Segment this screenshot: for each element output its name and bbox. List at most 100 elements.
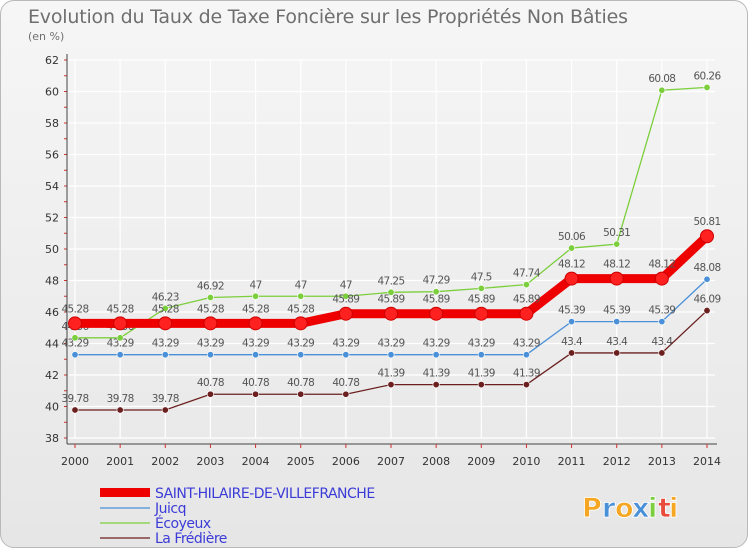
data-point bbox=[384, 306, 398, 321]
data-point bbox=[206, 351, 214, 359]
data-point bbox=[252, 292, 260, 300]
data-point bbox=[432, 381, 440, 389]
data-point bbox=[658, 86, 666, 94]
y-tick-label: 44 bbox=[45, 338, 59, 351]
data-point bbox=[477, 351, 485, 359]
data-point bbox=[342, 390, 350, 398]
data-label: 45.28 bbox=[61, 303, 88, 315]
data-label: 39.78 bbox=[61, 393, 88, 405]
data-point bbox=[206, 294, 214, 302]
y-tick-label: 42 bbox=[45, 369, 59, 382]
data-label: 43.29 bbox=[107, 338, 134, 350]
data-label: 40.78 bbox=[197, 377, 224, 389]
x-tick-label: 2014 bbox=[693, 455, 721, 468]
data-point bbox=[297, 390, 305, 398]
data-label: 45.28 bbox=[242, 303, 269, 315]
x-tick-label: 2006 bbox=[332, 455, 360, 468]
data-point bbox=[429, 306, 444, 321]
data-label: 60.08 bbox=[648, 73, 675, 85]
data-point bbox=[387, 351, 395, 359]
x-tick-label: 2001 bbox=[106, 455, 134, 468]
series--coyeux: 44.3644.3646.2346.9247474747.2547.2947.5… bbox=[61, 70, 722, 342]
x-tick-label: 2009 bbox=[467, 455, 495, 468]
data-label: 45.89 bbox=[468, 294, 495, 306]
logo-letter: r bbox=[602, 493, 616, 524]
data-point bbox=[609, 271, 624, 286]
x-tick-label: 2010 bbox=[512, 455, 540, 468]
data-point bbox=[432, 351, 440, 359]
data-point bbox=[297, 292, 305, 300]
data-point bbox=[703, 275, 711, 283]
data-label: 47.25 bbox=[377, 275, 404, 287]
x-tick-label: 2003 bbox=[196, 455, 224, 468]
data-label: 45.28 bbox=[152, 303, 179, 315]
data-label: 41.39 bbox=[377, 368, 404, 380]
legend: SAINT-HILAIRE-DE-VILLEFRANCHEJuicqÉcoyeu… bbox=[100, 486, 375, 547]
data-point bbox=[522, 281, 530, 289]
plot-area: 38 40 42 44 46 48 50 52 54 56 58 60 62 2000 2001 2002 20… bbox=[45, 54, 722, 468]
legend-label: La Frédière bbox=[155, 531, 227, 547]
data-point bbox=[68, 316, 82, 331]
legend-label: Juicq bbox=[154, 501, 186, 517]
logo-letter: P bbox=[582, 493, 602, 524]
data-point bbox=[568, 349, 576, 357]
data-label: 46.23 bbox=[152, 291, 179, 303]
data-label: 45.89 bbox=[423, 294, 450, 306]
data-label: 47.5 bbox=[471, 271, 492, 283]
logo-letter: x bbox=[632, 493, 649, 524]
data-label: 48.08 bbox=[693, 262, 720, 274]
logo-letter: o bbox=[615, 493, 634, 524]
data-point bbox=[71, 351, 79, 359]
data-label: 40.78 bbox=[332, 377, 359, 389]
data-point bbox=[700, 229, 714, 244]
data-point bbox=[568, 318, 576, 326]
y-tick-label: 60 bbox=[45, 86, 59, 99]
data-label: 48.12 bbox=[648, 259, 675, 271]
legend-label: Écoyeux bbox=[155, 515, 211, 532]
chart-title: Evolution du Taux de Taxe Foncière sur l… bbox=[28, 6, 628, 28]
data-point bbox=[477, 284, 485, 292]
data-point bbox=[116, 406, 124, 414]
data-label: 45.39 bbox=[558, 305, 585, 317]
data-label: 43.4 bbox=[606, 336, 628, 348]
data-point bbox=[703, 307, 711, 315]
data-point bbox=[206, 390, 214, 398]
data-label: 43.29 bbox=[468, 338, 495, 350]
data-label: 43.29 bbox=[242, 338, 269, 350]
data-point bbox=[519, 306, 534, 321]
data-label: 41.39 bbox=[423, 368, 450, 380]
data-label: 43.29 bbox=[513, 338, 540, 350]
data-label: 48.12 bbox=[603, 259, 630, 271]
data-label: 45.39 bbox=[603, 305, 630, 317]
data-label: 40.78 bbox=[287, 377, 314, 389]
legend-label: SAINT-HILAIRE-DE-VILLEFRANCHE bbox=[155, 486, 375, 502]
data-point bbox=[474, 306, 489, 321]
data-point bbox=[613, 240, 621, 248]
data-label: 43.29 bbox=[287, 338, 314, 350]
data-point bbox=[252, 390, 260, 398]
logo-letter: t bbox=[658, 493, 671, 524]
data-point bbox=[116, 334, 124, 342]
x-tick-label: 2013 bbox=[648, 455, 676, 468]
data-point bbox=[116, 351, 124, 359]
data-point bbox=[203, 316, 218, 331]
data-point bbox=[161, 406, 169, 414]
data-point bbox=[293, 316, 308, 331]
data-point bbox=[477, 381, 485, 389]
data-point bbox=[658, 349, 666, 357]
data-label: 43.29 bbox=[152, 338, 179, 350]
y-tick-label: 52 bbox=[45, 212, 59, 225]
data-label: 43.29 bbox=[423, 338, 450, 350]
data-label: 39.78 bbox=[107, 393, 134, 405]
data-point bbox=[297, 351, 305, 359]
y-tick-label: 40 bbox=[45, 401, 59, 414]
data-label: 41.39 bbox=[468, 368, 495, 380]
data-label: 45.89 bbox=[377, 294, 404, 306]
series-la-fr-di-re: 39.78 39.78 39.78 40.78 40.78 40.78 40.78 41.39… bbox=[61, 294, 721, 414]
data-point bbox=[654, 271, 669, 286]
data-point bbox=[161, 351, 169, 359]
data-label: 39.78 bbox=[152, 393, 179, 405]
y-tick-label: 46 bbox=[45, 306, 59, 319]
